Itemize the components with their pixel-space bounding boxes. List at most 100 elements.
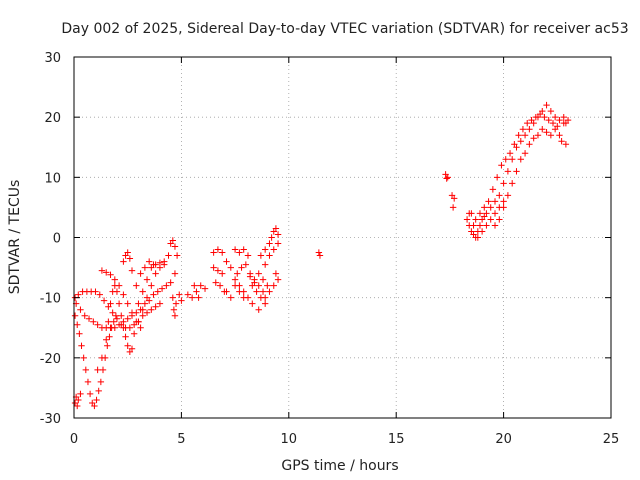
data-point-marker (111, 276, 119, 283)
y-tick-label: -20 (40, 352, 61, 367)
x-tick-label: 20 (495, 432, 512, 447)
data-point-marker (124, 249, 131, 256)
data-point-marker (466, 210, 473, 217)
data-point-marker (163, 282, 170, 289)
data-point-marker (517, 156, 524, 163)
data-point-marker (126, 324, 134, 331)
x-axis-ticks: 0 5 10 15 20 25 (70, 57, 619, 447)
data-point-marker (77, 306, 84, 313)
data-point-marker (519, 126, 527, 133)
data-point-marker (476, 222, 484, 229)
data-point-marker (551, 113, 559, 121)
data-point-marker (498, 162, 505, 169)
data-point-marker (103, 336, 110, 343)
data-point-marker (91, 402, 98, 410)
data-point-marker (549, 119, 557, 127)
data-point-marker (496, 192, 503, 199)
data-point-marker (212, 279, 219, 286)
data-point-marker (216, 282, 224, 289)
series-group (315, 249, 324, 259)
data-point-marker (253, 288, 260, 295)
data-point-marker (133, 282, 140, 289)
data-point-marker (97, 378, 105, 386)
data-point-marker (156, 259, 164, 266)
data-point-marker (513, 168, 520, 175)
data-point-marker (170, 306, 178, 313)
data-point-marker (93, 396, 100, 404)
data-point-marker (257, 252, 265, 259)
data-point-marker (80, 354, 87, 362)
data-point-marker (172, 300, 180, 307)
data-point-marker (524, 119, 531, 127)
data-point-marker (270, 246, 277, 253)
data-point-marker (236, 249, 243, 256)
data-point-marker (264, 282, 271, 289)
data-point-marker (141, 264, 149, 271)
data-point-marker (188, 294, 196, 301)
data-point-marker (156, 300, 164, 307)
data-point-marker (251, 279, 258, 286)
y-tick-label: -30 (40, 412, 61, 427)
y-tick-label: 30 (44, 51, 61, 66)
data-point-marker (551, 126, 559, 133)
data-point-marker (483, 210, 490, 217)
data-point-marker (231, 276, 239, 283)
data-point-marker (500, 198, 507, 205)
data-point-marker (124, 300, 131, 307)
data-point-marker (115, 300, 123, 307)
data-point-marker (201, 285, 209, 292)
data-point-marker (474, 234, 482, 241)
data-point-marker (504, 168, 512, 175)
data-point-marker (86, 390, 94, 398)
data-point-marker (487, 204, 494, 211)
data-point-marker (558, 138, 565, 145)
data-point-marker (78, 342, 85, 349)
data-point-marker (259, 288, 267, 295)
data-point-marker (167, 279, 174, 286)
data-point-marker (541, 113, 548, 121)
data-point-marker (184, 291, 192, 298)
data-point-marker (169, 237, 177, 244)
series-group (71, 312, 120, 410)
data-point-marker (143, 276, 151, 283)
data-point-marker (81, 312, 88, 319)
data-point-marker (491, 222, 499, 229)
data-point-marker (483, 222, 490, 229)
data-point-marker (148, 282, 155, 289)
data-point-marker (496, 204, 503, 211)
data-point-marker (478, 228, 486, 235)
y-gridlines (74, 116, 611, 359)
data-point-marker (92, 288, 99, 295)
x-tick-label: 15 (388, 432, 405, 447)
data-point-marker (120, 291, 127, 298)
data-point-marker (107, 271, 114, 279)
data-point-marker (96, 291, 103, 298)
data-point-marker (124, 315, 131, 322)
data-point-marker (515, 132, 522, 139)
data-point-marker (521, 132, 529, 139)
data-point-marker (148, 306, 155, 313)
data-point-marker (178, 297, 185, 304)
data-point-marker (105, 318, 112, 325)
data-point-marker (75, 291, 82, 298)
data-point-marker (152, 303, 159, 310)
data-point-marker (261, 300, 269, 307)
data-point-marker (158, 285, 166, 292)
data-point-marker (193, 288, 200, 295)
data-point-marker (171, 243, 179, 250)
data-point-marker (315, 249, 323, 256)
data-point-marker (472, 216, 479, 223)
y-tick-label: 10 (44, 171, 61, 186)
data-point-marker (255, 282, 262, 289)
data-point-marker (528, 116, 535, 124)
data-point-marker (268, 234, 275, 241)
data-point-marker (463, 216, 471, 223)
data-point-marker (543, 101, 550, 109)
data-point-marker (274, 231, 282, 238)
data-point-marker (266, 252, 273, 259)
data-point-marker (115, 282, 123, 289)
data-point-marker (154, 288, 161, 295)
data-point-marker (90, 318, 97, 325)
data-point-marker (261, 246, 269, 253)
data-point-marker (242, 261, 250, 268)
